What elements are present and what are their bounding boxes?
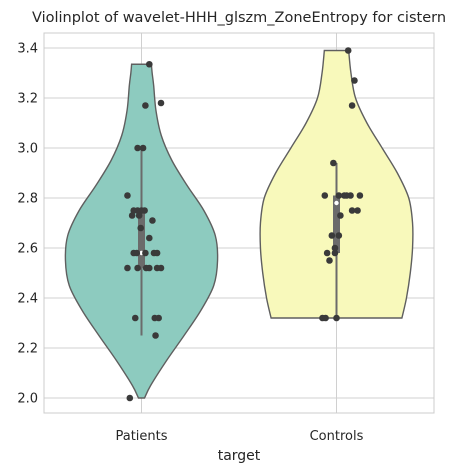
y-tick-label: 2.0 xyxy=(17,392,38,407)
y-tick-label: 3.0 xyxy=(17,142,38,157)
data-point xyxy=(131,314,139,322)
data-point xyxy=(157,99,165,107)
data-point xyxy=(155,314,162,322)
data-point xyxy=(146,264,153,272)
data-point xyxy=(152,332,159,339)
data-point xyxy=(331,244,339,252)
data-point xyxy=(124,264,131,272)
data-point xyxy=(124,192,131,199)
y-tick-label: 3.4 xyxy=(17,42,38,57)
data-point xyxy=(142,249,149,257)
data-point xyxy=(149,217,156,224)
data-point xyxy=(326,257,333,264)
data-point xyxy=(137,224,145,232)
data-point xyxy=(335,232,343,239)
data-point xyxy=(322,314,329,322)
data-point xyxy=(335,192,343,199)
data-point xyxy=(337,212,344,219)
plot-frame xyxy=(43,32,435,414)
data-point xyxy=(139,144,147,152)
y-tick-label: 2.8 xyxy=(17,192,38,207)
data-point xyxy=(347,192,354,199)
data-point xyxy=(134,264,141,272)
data-point xyxy=(356,192,364,199)
y-tick-label: 2.2 xyxy=(17,342,38,357)
y-tick-label: 3.2 xyxy=(17,92,38,107)
x-axis-label: target xyxy=(218,448,261,464)
y-tick-labels: 2.0 2.2 2.4 2.6 2.8 3.0 3.2 3.4 xyxy=(17,42,38,407)
data-point xyxy=(328,232,336,239)
data-point xyxy=(331,249,339,257)
iqr-box-controls xyxy=(333,195,340,253)
data-point xyxy=(133,249,141,257)
data-point xyxy=(142,102,149,109)
chart-title: Violinplot of wavelet-HHH_glszm_ZoneEntr… xyxy=(32,10,446,26)
data-point xyxy=(344,47,352,54)
iqr-box-patients xyxy=(138,210,145,268)
x-tick-label: Controls xyxy=(310,429,364,444)
inner-boxes xyxy=(138,148,340,336)
data-point xyxy=(135,212,143,219)
data-point xyxy=(348,102,356,109)
data-point xyxy=(157,264,165,272)
data-point xyxy=(323,249,331,257)
median-marker-controls xyxy=(334,200,339,206)
data-point xyxy=(321,192,329,199)
x-tick-labels: Patients Controls xyxy=(115,429,363,444)
data-point xyxy=(134,144,141,152)
data-point xyxy=(354,207,361,214)
data-point xyxy=(153,249,161,257)
data-point xyxy=(348,207,356,214)
data-point xyxy=(128,212,136,219)
data-point xyxy=(330,159,337,167)
data-point xyxy=(146,60,153,68)
data-point xyxy=(146,234,153,242)
y-tick-label: 2.6 xyxy=(17,242,38,257)
x-tick-label: Patients xyxy=(115,429,167,444)
data-point xyxy=(351,77,358,84)
data-point xyxy=(126,394,134,402)
y-tick-label: 2.4 xyxy=(17,292,38,307)
strip-points xyxy=(124,47,364,402)
data-point xyxy=(141,207,148,214)
data-point xyxy=(333,314,340,322)
